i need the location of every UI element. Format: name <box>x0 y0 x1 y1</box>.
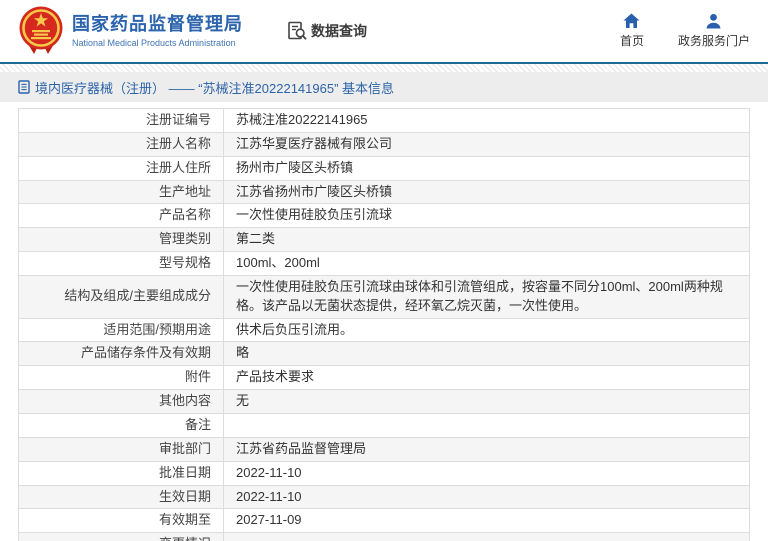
row-value: 略 <box>223 341 750 367</box>
row-value: 第二类 <box>223 227 750 253</box>
row-label: 生产地址 <box>18 179 224 205</box>
table-row: 有效期至 2027-11-09 <box>18 508 750 534</box>
table-row: 附件 产品技术要求 <box>18 365 750 391</box>
table-row: 结构及组成/主要组成成分 一次性使用硅胶负压引流球由球体和引流管组成，按容量不同分… <box>18 274 750 319</box>
row-label: 适用范围/预期用途 <box>18 317 224 343</box>
row-value: 扬州市广陵区头桥镇 <box>223 155 750 181</box>
nav-home[interactable]: 首页 <box>620 13 644 49</box>
home-icon <box>623 13 640 28</box>
row-label: 型号规格 <box>18 251 224 276</box>
nav-gov-portal-label: 政务服务门户 <box>677 34 750 48</box>
table-row: 审批部门 江苏省药品监督管理局 <box>18 436 750 462</box>
row-label: 其他内容 <box>18 389 224 414</box>
org-name-en: National Medical Products Administration <box>72 37 236 48</box>
row-value: 一次性使用硅胶负压引流球由球体和引流管组成，按容量不同分100ml、200ml两… <box>223 274 750 319</box>
row-value <box>223 532 750 541</box>
row-value: 江苏华夏医疗器械有限公司 <box>223 131 750 157</box>
table-row: 生效日期 2022-11-10 <box>18 484 750 510</box>
row-value: 2022-11-10 <box>223 484 750 510</box>
nav-data-query-label: 数据查询 <box>311 23 367 39</box>
row-label: 附件 <box>18 365 224 391</box>
document-icon <box>18 80 30 94</box>
org-titles: 国家药品监督管理局 National Medical Products Admi… <box>72 14 243 48</box>
row-label: 有效期至 <box>18 508 224 534</box>
table-row: 批准日期 2022-11-10 <box>18 460 750 486</box>
row-label: 备注 <box>18 412 224 438</box>
table-row: 注册人名称 江苏华夏医疗器械有限公司 <box>18 131 750 157</box>
table-row: 备注 <box>18 412 750 438</box>
row-label: 生效日期 <box>18 484 224 510</box>
org-name-cn: 国家药品监督管理局 <box>72 14 243 35</box>
table-row: 型号规格 100ml、200ml <box>18 251 750 276</box>
site-logo[interactable]: 国家药品监督管理局 National Medical Products Admi… <box>18 6 243 56</box>
row-label: 批准日期 <box>18 460 224 486</box>
row-value: 无 <box>223 389 750 414</box>
row-label: 结构及组成/主要组成成分 <box>18 274 224 319</box>
table-row: 生产地址 江苏省扬州市广陵区头桥镇 <box>18 179 750 205</box>
row-value: 江苏省扬州市广陵区头桥镇 <box>223 179 750 205</box>
row-value: 产品技术要求 <box>223 365 750 391</box>
site-header: 国家药品监督管理局 National Medical Products Admi… <box>0 0 768 64</box>
nav-data-query[interactable]: 数据查询 <box>287 21 367 41</box>
table-row: 其他内容无 <box>18 389 750 414</box>
table-row: 管理类别 第二类 <box>18 227 750 253</box>
row-value: 一次性使用硅胶负压引流球 <box>223 203 750 229</box>
registration-info-table: 注册证编号 苏械注准20222141965 注册人名称 江苏华夏医疗器械有限公司 注册人… <box>18 108 750 541</box>
user-icon <box>707 14 721 29</box>
table-row: 适用范围/预期用途 供术后负压引流用。 <box>18 317 750 343</box>
row-value <box>223 412 750 438</box>
row-label: 产品储存条件及有效期 <box>18 341 224 367</box>
row-label: 注册人名称 <box>18 131 224 157</box>
row-label: 审批部门 <box>18 436 224 462</box>
table-row: 产品名称 一次性使用硅胶负压引流球 <box>18 203 750 229</box>
stripe-band <box>0 64 768 72</box>
table-row: 注册人住所 扬州市广陵区头桥镇 <box>18 155 750 181</box>
page-title: 境内医疗器械（注册） —— “苏械注准20222141965” 基本信息 <box>35 80 395 96</box>
nav-gov-portal[interactable]: 政务服务门户 <box>678 13 750 49</box>
table-row: 注册证编号 苏械注准20222141965 <box>18 108 750 133</box>
row-label: 注册人住所 <box>18 155 224 181</box>
row-label: 管理类别 <box>18 227 224 253</box>
row-value: 供术后负压引流用。 <box>223 317 750 343</box>
row-value: 江苏省药品监督管理局 <box>223 436 750 462</box>
table-row: 产品储存条件及有效期略 <box>18 341 750 367</box>
content-panel: 注册证编号 苏械注准20222141965 注册人名称 江苏华夏医疗器械有限公司 注册人… <box>0 102 768 541</box>
row-label: 变更情况 <box>18 532 224 541</box>
table-row: 变更情况 <box>18 532 750 541</box>
info-table-body: 注册证编号 苏械注准20222141965 注册人名称 江苏华夏医疗器械有限公司 注册人… <box>18 108 750 541</box>
data-query-icon <box>288 21 307 40</box>
nav-home-label: 首页 <box>619 34 644 48</box>
row-value: 2022-11-10 <box>223 460 750 486</box>
row-value: 苏械注准20222141965 <box>223 108 750 133</box>
row-value: 100ml、200ml <box>223 251 750 276</box>
national-emblem-icon <box>19 6 63 54</box>
row-label: 产品名称 <box>18 203 224 229</box>
row-label: 注册证编号 <box>18 108 224 133</box>
breadcrumb: 境内医疗器械（注册） —— “苏械注准20222141965” 基本信息 <box>0 72 768 102</box>
row-value: 2027-11-09 <box>223 508 750 534</box>
